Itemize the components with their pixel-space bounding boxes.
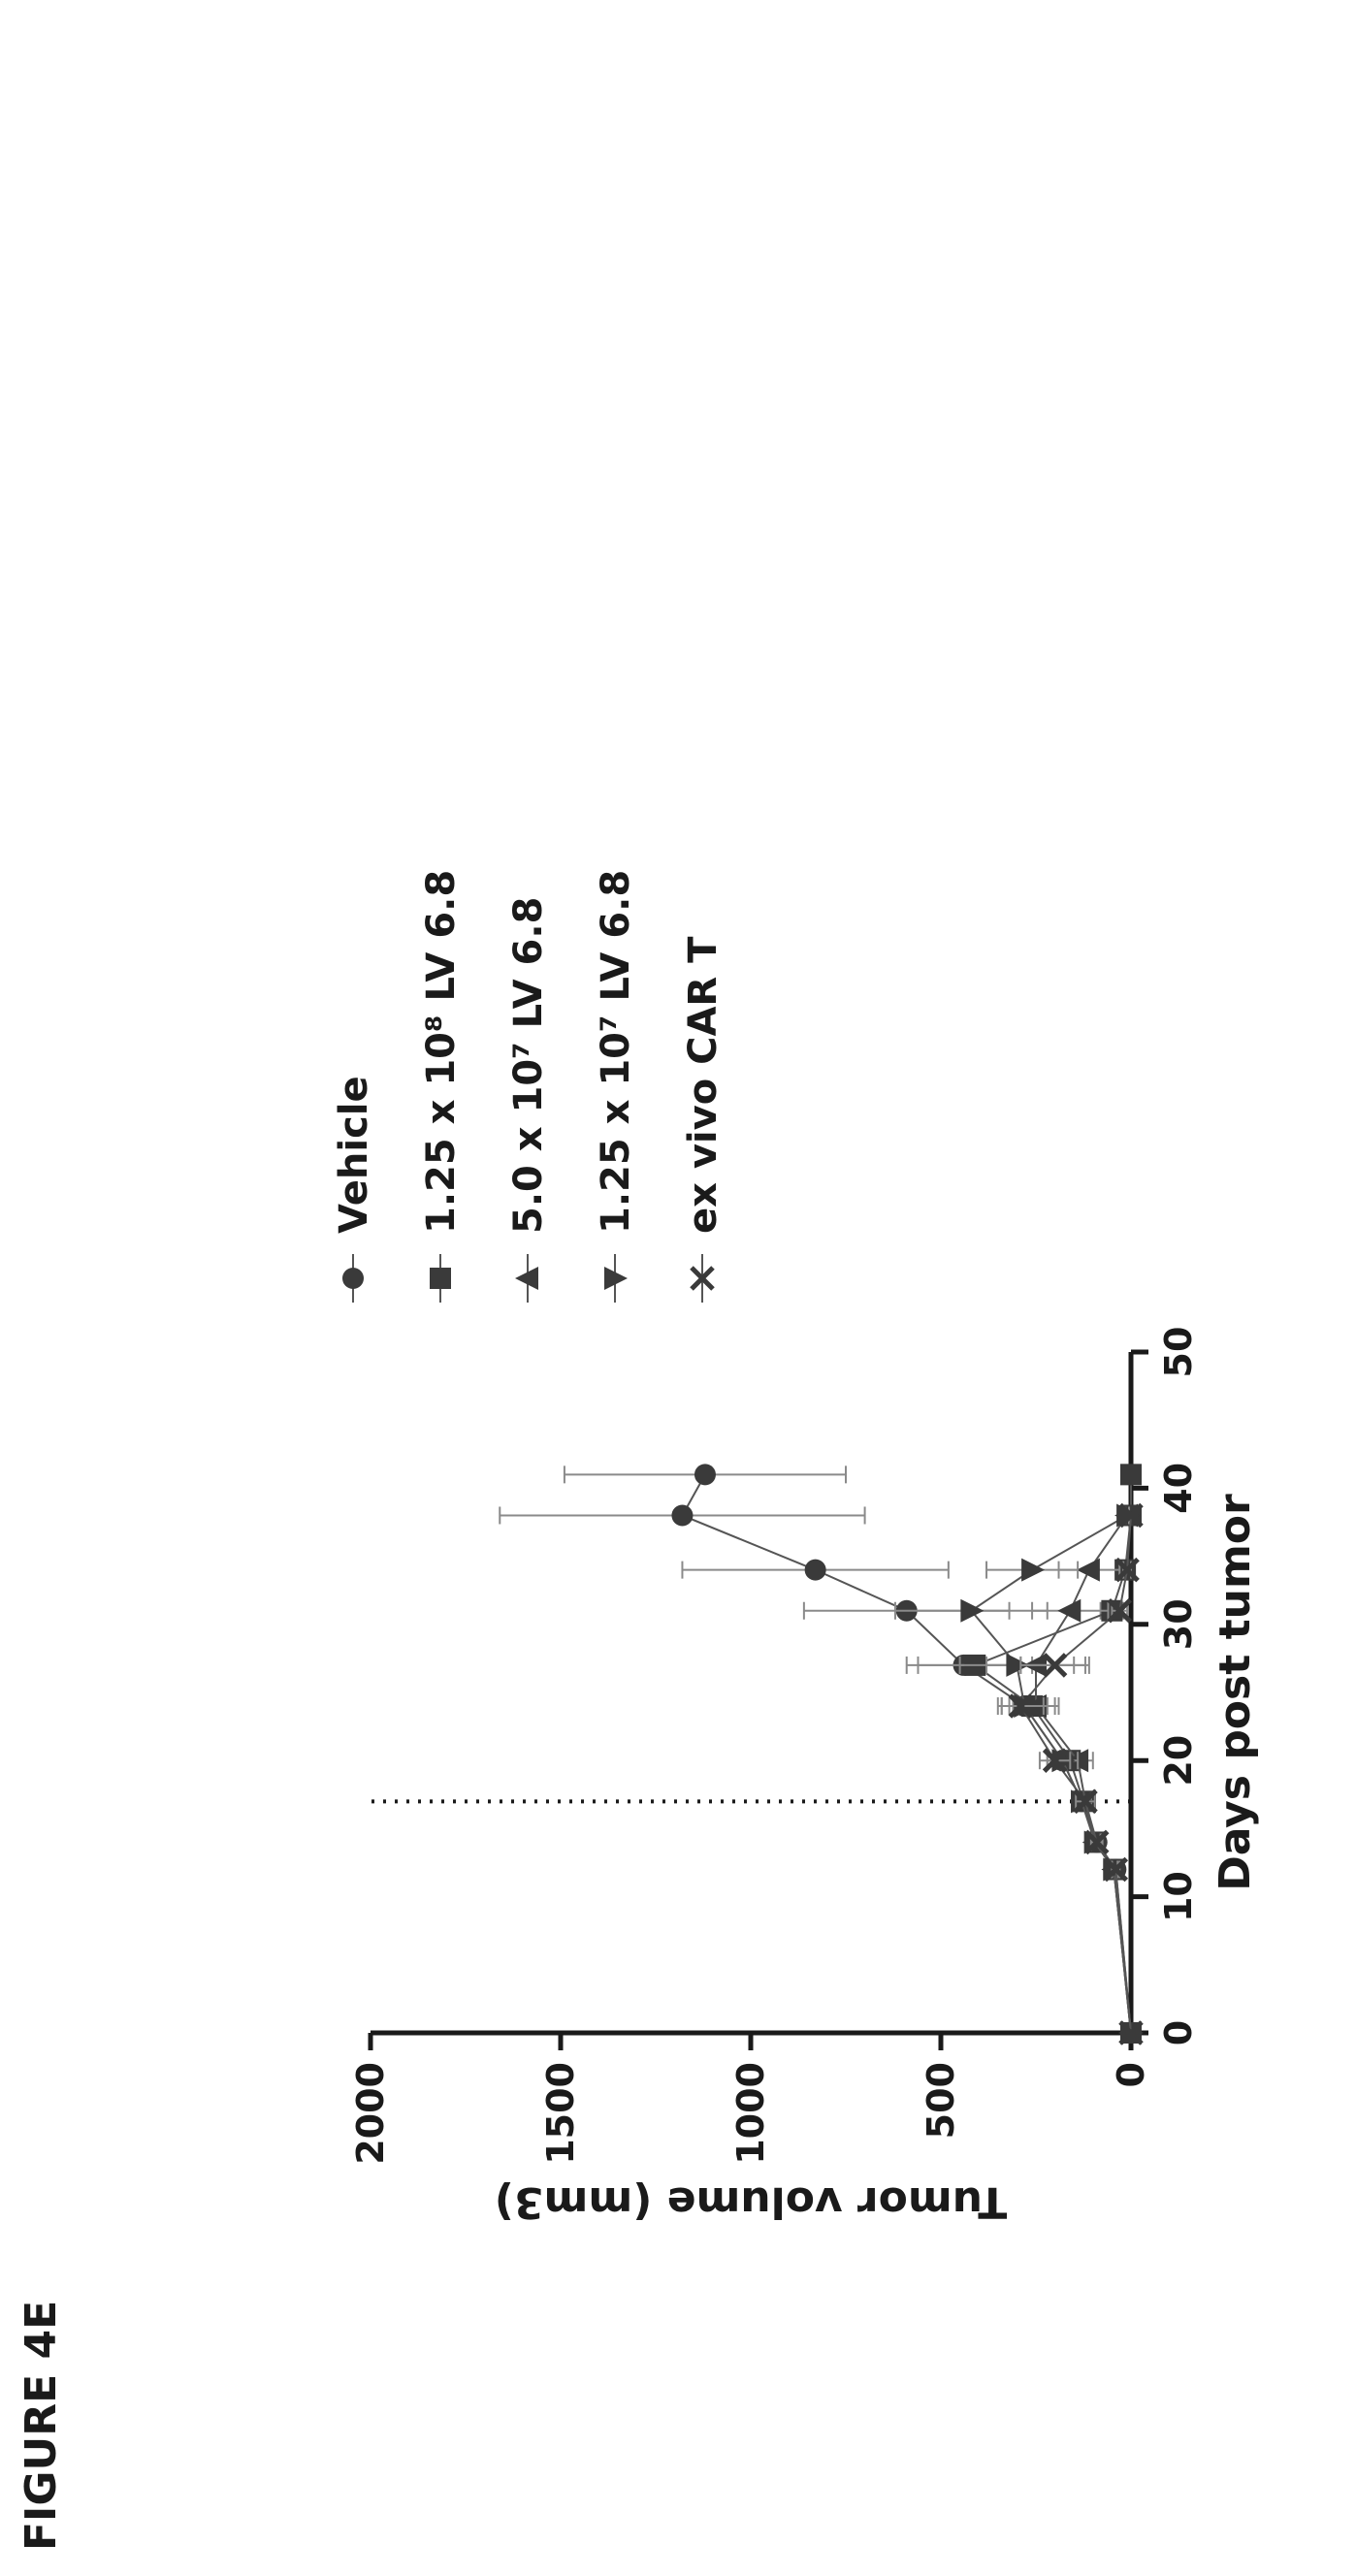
series-4-point [1107,1597,1133,1624]
legend-label: ex vivo CAR T [681,936,726,1234]
y-tick-label: 1500 [539,2062,582,2165]
legend-label: 1.25 x 10⁷ LV 6.8 [594,870,638,1234]
series-0-point [671,1504,694,1527]
series-3-line [969,1514,1132,2034]
x-tick-label: 50 [1157,1327,1200,1378]
y-axis-label: Tumor volume (mm3) [495,2177,1007,2227]
series-3 [893,1503,1144,2045]
series-4-point [1042,1748,1068,1773]
series-4-point [1114,1557,1140,1583]
series-1 [917,1464,1142,2044]
series-4-point [1118,2020,1144,2045]
figure-label: FIGURE 4E [16,2301,66,2551]
x-tick-label: 20 [1157,1735,1200,1787]
series-1-point [1120,1464,1142,1486]
legend-marker [515,1267,538,1290]
y-tick-label: 500 [920,2062,962,2139]
series-0-point [804,1559,826,1581]
x-axis-label: Days post tumor [1211,1494,1260,1891]
y-tick-label: 2000 [349,2062,392,2165]
series-2-point [1057,1598,1082,1623]
legend: Vehicle 1.25 x 10⁸ LV 6.8 5.0 x 10⁷ LV 6.8… [332,870,726,1303]
legend-label: Vehicle [332,1076,376,1234]
series-4-line [1019,1515,1132,2034]
y-tick-label: 1000 [729,2062,772,2165]
series-0-point [694,1464,716,1486]
series-3-point [960,1598,985,1623]
legend-label: 1.25 x 10⁸ LV 6.8 [419,870,464,1234]
series-3-point [1006,1653,1030,1677]
legend-marker [604,1267,628,1290]
series-4-point [1083,1829,1110,1855]
series-3-point [1021,1558,1046,1582]
x-tick-label: 30 [1157,1598,1200,1650]
y-tick-label: 0 [1110,2062,1152,2087]
series-2-point [1076,1558,1100,1582]
series-4-point [1118,1502,1144,1529]
series-4 [996,1502,1144,2045]
series-4-point [1008,1693,1034,1719]
series-4-point [1073,1788,1098,1815]
legend-marker [690,1266,715,1291]
x-tick-label: 40 [1157,1463,1200,1514]
legend-label: 5.0 x 10⁷ LV 6.8 [506,897,551,1234]
legend-marker [430,1268,451,1289]
series-4-point [1103,1856,1129,1883]
x-tick-label: 0 [1157,2020,1200,2045]
x-tick-label: 10 [1157,1871,1200,1922]
series-4-point [1042,1653,1068,1678]
legend-marker [342,1268,364,1289]
